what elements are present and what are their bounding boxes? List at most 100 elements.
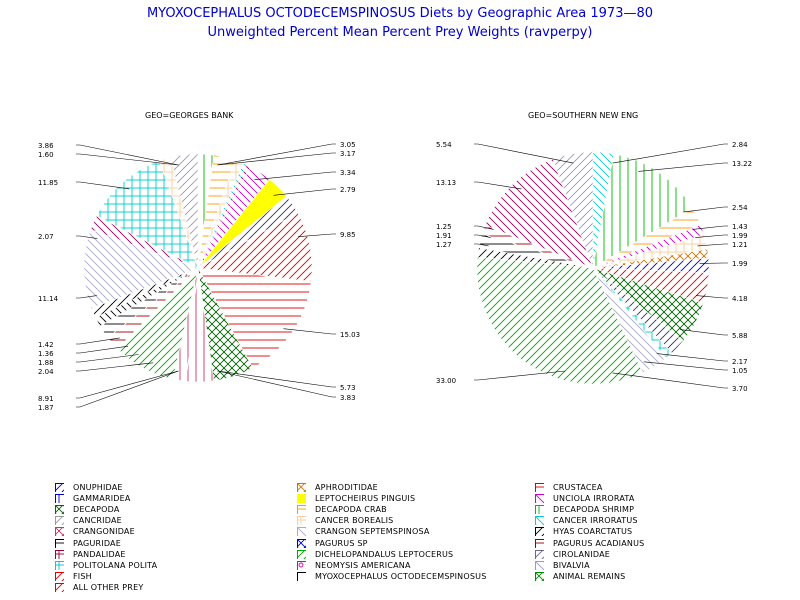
legend-swatch bbox=[535, 527, 544, 537]
legend-swatch bbox=[535, 549, 544, 559]
legend-swatch bbox=[55, 549, 64, 559]
legend-label: CRANGON SEPTEMSPINOSA bbox=[315, 527, 430, 537]
legend-swatch bbox=[535, 505, 544, 515]
leader-line bbox=[696, 295, 728, 299]
slice-value-label: 13.13 bbox=[436, 179, 456, 187]
legend-label: ALL OTHER PREY bbox=[73, 582, 144, 592]
slice-value-label: 1.25 bbox=[436, 223, 452, 231]
legend-label: CRANGONIDAE bbox=[73, 527, 135, 537]
leader-line bbox=[273, 188, 336, 196]
leader-line bbox=[76, 337, 120, 345]
legend-label: BIVALVIA bbox=[553, 560, 590, 570]
leader-line bbox=[612, 143, 728, 164]
slice-value-label: 1.42 bbox=[38, 341, 54, 349]
legend-label: FISH bbox=[73, 571, 92, 581]
slice-value-label: 1.91 bbox=[436, 232, 452, 240]
slice-value-label: 2.07 bbox=[38, 233, 54, 241]
legend-swatch bbox=[55, 538, 64, 548]
legend-swatch bbox=[297, 538, 306, 548]
legend-swatch bbox=[297, 494, 306, 504]
leader-line bbox=[76, 370, 179, 408]
slice-value-label: 1.27 bbox=[436, 241, 452, 249]
slice-value-label: 2.84 bbox=[732, 141, 748, 149]
legend-swatch bbox=[55, 560, 64, 570]
slice-value-label: 9.85 bbox=[340, 231, 356, 239]
slice-value-label: 5.88 bbox=[732, 332, 748, 340]
slice-value-label: 1.60 bbox=[38, 151, 54, 159]
pie-slice bbox=[170, 153, 199, 269]
pie-title-georges-bank: GEO=GEORGES BANK bbox=[145, 111, 234, 120]
legend-label: CIROLANIDAE bbox=[553, 549, 611, 559]
leader-line bbox=[697, 243, 728, 247]
slice-value-label: 8.91 bbox=[38, 395, 54, 403]
leader-line bbox=[638, 162, 728, 172]
leader-line bbox=[474, 243, 489, 247]
legend-label: PAGURIDAE bbox=[73, 538, 121, 548]
legend-label: DECAPODA CRAB bbox=[315, 505, 387, 515]
leader-line bbox=[217, 152, 336, 166]
slice-value-label: 5.54 bbox=[436, 141, 452, 149]
legend-label: UNCIOLA IRRORATA bbox=[553, 494, 635, 504]
legend-swatch bbox=[55, 483, 64, 492]
legend-label: CANCER BOREALIS bbox=[315, 516, 394, 526]
leader-line bbox=[298, 233, 336, 237]
legend-label: HYAS COARCTATUS bbox=[553, 527, 633, 537]
legend-swatch bbox=[55, 505, 64, 515]
slice-value-label: 1.21 bbox=[732, 241, 748, 249]
slice-value-label: 2.04 bbox=[38, 368, 54, 376]
legend-swatch bbox=[535, 560, 544, 570]
legend-label: DECAPODA SHRIMP bbox=[553, 505, 635, 515]
leader-line bbox=[76, 153, 179, 166]
leader-line bbox=[695, 234, 728, 238]
slice-value-label: 2.79 bbox=[340, 186, 356, 194]
legend-label: ONUPHIDAE bbox=[73, 483, 123, 492]
slice-value-label: 11.85 bbox=[38, 179, 58, 187]
legend-swatch bbox=[297, 527, 306, 537]
leader-line bbox=[76, 144, 179, 166]
legend-swatch bbox=[535, 571, 544, 581]
legend-label: PAGURUS ACADIANUS bbox=[553, 538, 645, 548]
legend-swatch bbox=[55, 516, 64, 526]
pie-slice bbox=[592, 153, 693, 269]
leader-line bbox=[474, 143, 574, 164]
legend-label: ANIMAL REMAINS bbox=[553, 571, 626, 581]
slice-value-label: 5.73 bbox=[340, 384, 356, 392]
legend-label: APHRODITIDAE bbox=[315, 483, 378, 492]
legend-label: CRUSTACEA bbox=[553, 483, 603, 492]
leader-line bbox=[76, 295, 97, 299]
slice-value-label: 3.34 bbox=[340, 169, 356, 177]
chart-title: MYOXOCEPHALUS OCTODECEMSPINOSUS Diets by… bbox=[146, 6, 654, 21]
slice-value-label: 1.88 bbox=[38, 359, 54, 367]
legend-swatch bbox=[297, 483, 306, 492]
leader-line bbox=[254, 171, 336, 180]
legend-swatch bbox=[55, 527, 64, 537]
slice-value-label: 1.43 bbox=[732, 223, 748, 231]
legend-label: GAMMARIDEA bbox=[73, 494, 131, 504]
leader-line bbox=[217, 143, 336, 166]
slice-value-label: 11.14 bbox=[38, 295, 59, 303]
slice-value-label: 3.83 bbox=[340, 394, 356, 402]
pie-title-southern-new-eng: GEO=SOUTHERN NEW ENG bbox=[528, 111, 639, 120]
slice-value-label: 3.05 bbox=[340, 141, 356, 149]
legend-label: DECAPODA bbox=[73, 505, 120, 515]
slice-value-label: 33.00 bbox=[436, 377, 456, 385]
leader-line bbox=[612, 372, 728, 389]
legend-swatch bbox=[297, 516, 306, 526]
chart-subtitle: Unweighted Percent Mean Percent Prey Wei… bbox=[207, 25, 593, 40]
slice-value-label: 3.17 bbox=[340, 150, 356, 158]
legend-label: MYOXOCEPHALUS OCTODECEMSPINOSUS bbox=[315, 571, 487, 581]
legend-swatch bbox=[535, 483, 544, 492]
leader-line bbox=[474, 234, 491, 238]
slice-value-label: 1.87 bbox=[38, 404, 54, 412]
leader-line bbox=[76, 181, 130, 190]
legend-label: POLITOLANA POLITA bbox=[73, 560, 158, 570]
slice-value-label: 13.22 bbox=[732, 160, 752, 168]
slice-value-label: 1.05 bbox=[732, 367, 748, 375]
legend-swatch bbox=[535, 494, 544, 504]
leader-line bbox=[76, 345, 129, 354]
legend-label: PANDALIDAE bbox=[73, 549, 126, 559]
pie-slice bbox=[197, 267, 312, 369]
leader-line bbox=[217, 370, 336, 388]
leader-line bbox=[76, 362, 154, 372]
